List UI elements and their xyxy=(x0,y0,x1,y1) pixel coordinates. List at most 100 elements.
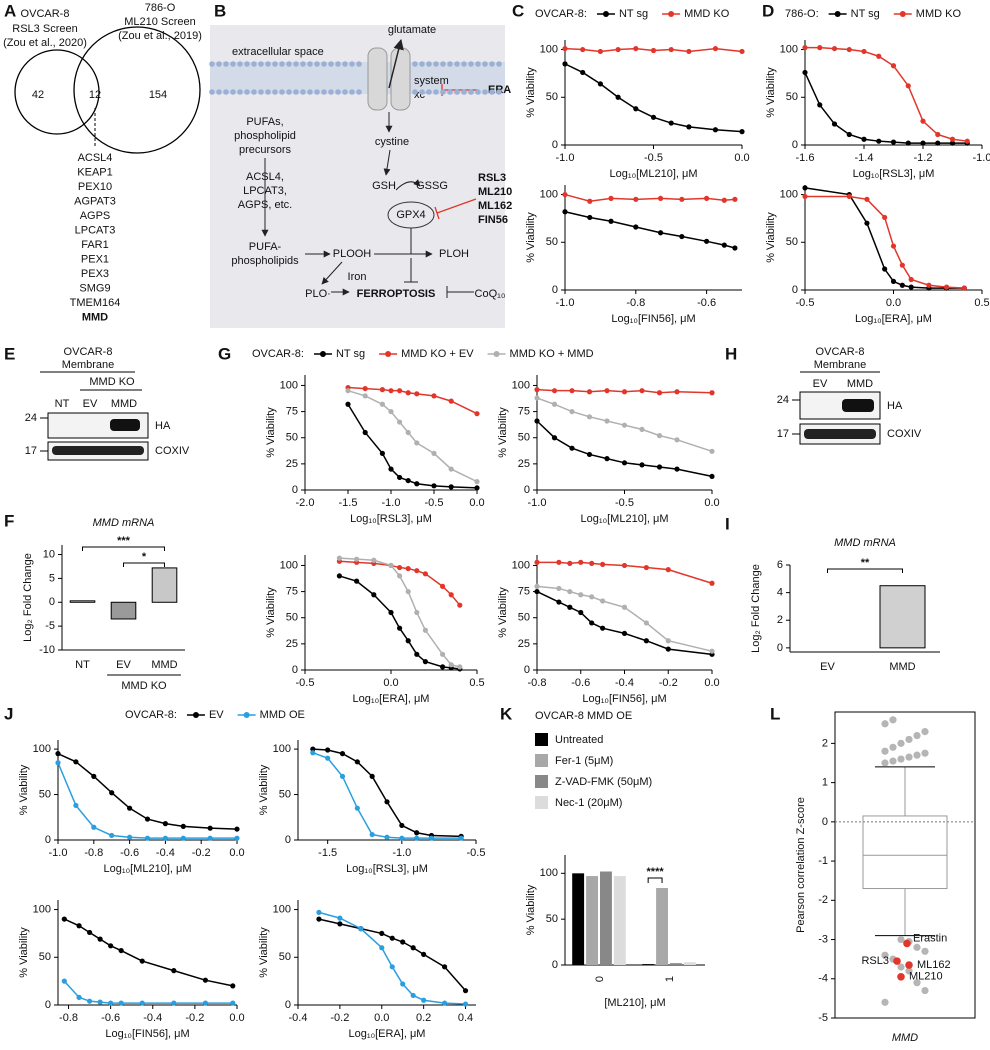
x-tick-label: -0.2 xyxy=(185,1012,204,1024)
data-point xyxy=(414,481,420,487)
data-point xyxy=(608,218,614,224)
pathway-label: PLOOH xyxy=(333,248,372,260)
lipid-head xyxy=(447,89,453,95)
y-tick-label: 100 xyxy=(273,903,291,915)
data-point xyxy=(890,139,897,145)
curve xyxy=(347,386,478,415)
data-point xyxy=(316,916,322,922)
curve xyxy=(312,752,462,839)
x-axis-label: Log₁₀[FIN56], μM xyxy=(611,313,695,325)
curve xyxy=(63,980,233,1004)
x-tick-label: -0.6 xyxy=(101,1012,120,1024)
data-point xyxy=(362,429,368,436)
y-tick-label: 50 xyxy=(546,236,558,248)
data-point xyxy=(551,435,558,441)
y-tick-label: 50 xyxy=(39,788,51,800)
data-point xyxy=(405,565,411,572)
curve xyxy=(347,403,478,489)
lipid-head xyxy=(286,61,292,67)
data-point xyxy=(589,620,595,626)
gene-name: AGPAT3 xyxy=(74,195,116,207)
data-point xyxy=(905,140,911,146)
legend-label: MMD OE xyxy=(260,709,305,721)
data-point xyxy=(109,790,115,796)
data-point xyxy=(709,648,715,654)
lipid-head xyxy=(468,89,474,95)
venn-title: 786-O xyxy=(145,2,176,14)
data-point xyxy=(897,739,905,747)
x-tick-label: -1.0 xyxy=(556,152,575,164)
curve xyxy=(805,46,968,142)
lipid-head xyxy=(426,89,432,95)
data-point xyxy=(913,979,921,987)
data-point xyxy=(633,224,639,230)
data-point xyxy=(586,414,593,420)
panel-label: I xyxy=(725,514,730,533)
legend-label: MMD KO + EV xyxy=(401,348,474,360)
y-axis-label: % Viability xyxy=(265,407,277,458)
data-point xyxy=(921,986,929,995)
lipid-head xyxy=(419,61,425,67)
curve xyxy=(536,388,713,394)
lipid-head xyxy=(279,61,285,67)
pathway-label: ML210 xyxy=(478,186,512,198)
data-point xyxy=(162,835,168,841)
lipid-head xyxy=(279,89,285,95)
venn-title: RSL3 Screen xyxy=(12,23,77,35)
data-point xyxy=(397,573,403,579)
panel-label: G xyxy=(218,344,231,363)
chart-title: MMD mRNA xyxy=(834,537,896,549)
legend-marker xyxy=(602,11,609,17)
box xyxy=(862,815,948,890)
data-point xyxy=(913,751,921,759)
data-point xyxy=(621,630,628,637)
data-point xyxy=(440,651,446,657)
y-axis-label: % Viability xyxy=(525,884,537,935)
data-point xyxy=(562,45,568,52)
band xyxy=(842,399,874,412)
data-point xyxy=(817,45,823,51)
panel-label: H xyxy=(725,344,737,363)
y-tick-label: 50 xyxy=(286,432,298,444)
data-point xyxy=(400,939,406,945)
data-point xyxy=(657,195,664,201)
pathway-label: phospholipids xyxy=(231,255,299,267)
lipid-head xyxy=(300,89,306,95)
lipid-head xyxy=(209,89,215,95)
data-point xyxy=(339,751,346,757)
data-point xyxy=(371,557,377,563)
data-point xyxy=(139,1000,145,1006)
y-tick-label: 50 xyxy=(39,951,51,963)
data-point xyxy=(405,588,411,595)
data-point xyxy=(379,450,385,457)
data-point xyxy=(589,594,595,600)
x-tick-label: -0.4 xyxy=(289,1012,308,1024)
panel-label: E xyxy=(4,344,15,363)
gene-name: FAR1 xyxy=(81,239,109,251)
data-point xyxy=(674,389,680,395)
data-point xyxy=(861,48,867,55)
curve xyxy=(536,397,713,453)
lipid-head xyxy=(265,89,271,95)
lipid-head xyxy=(447,61,453,67)
significance-bracket xyxy=(827,568,903,573)
data-point xyxy=(345,401,351,407)
data-point xyxy=(633,196,639,202)
data-point xyxy=(921,728,929,736)
venn-count: 42 xyxy=(32,89,44,101)
data-point xyxy=(384,799,390,805)
x-tick-label: -0.6 xyxy=(120,847,139,859)
data-point xyxy=(388,562,394,569)
lipid-head xyxy=(216,89,222,95)
data-point xyxy=(180,823,186,829)
y-axis-label: Log₂ Fold Change xyxy=(22,553,34,642)
panel-label: J xyxy=(4,704,13,723)
lipid-head xyxy=(349,89,355,95)
data-point xyxy=(379,930,385,937)
lane-label: EV xyxy=(83,398,98,410)
y-tick-label: 50 xyxy=(279,951,291,963)
curve xyxy=(318,911,466,1005)
x-axis-label: Log₁₀[ERA], μM xyxy=(855,313,932,325)
data-point xyxy=(890,63,897,69)
curve xyxy=(536,585,713,652)
